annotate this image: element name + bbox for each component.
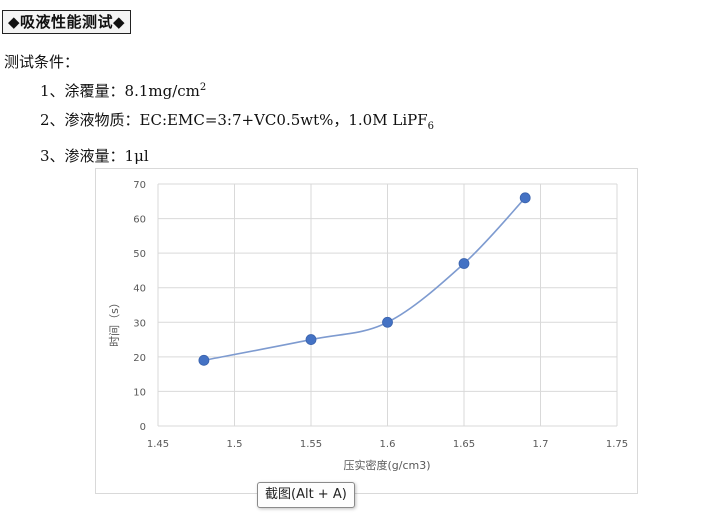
y-tick-label: 50 xyxy=(133,249,146,260)
condition-item-volume: 3、渗液量：1μl xyxy=(40,145,149,166)
line-chart: 0 10 20 30 40 50 60 70 1.45 1.5 1.55 1.6 1.65 1.7 1.75… xyxy=(108,180,628,472)
x-tick-label: 1.75 xyxy=(606,439,628,450)
x-tick-label: 1.5 xyxy=(227,439,243,450)
condition-coating-sup: 2 xyxy=(199,82,207,93)
data-point xyxy=(382,316,393,328)
screenshot-tooltip: 截图(Alt + A) xyxy=(257,482,355,508)
grid-layer xyxy=(157,183,618,427)
condition-electrolyte-label: 2、渗液物质： xyxy=(40,111,140,129)
chart-frame: 0 10 20 30 40 50 60 70 1.45 1.5 1.55 1.6 1.65 1.7 1.75… xyxy=(95,168,638,494)
conditions-title: 测试条件： xyxy=(4,53,80,71)
condition-volume-label: 3、渗液量： xyxy=(40,147,125,165)
data-point xyxy=(519,192,531,204)
x-axis-label: 压实密度(g/cm3) xyxy=(343,458,430,472)
condition-volume-value: 1μl xyxy=(124,147,149,165)
x-tick-label: 1.45 xyxy=(147,439,169,450)
series-layer xyxy=(198,192,531,366)
data-point xyxy=(198,354,210,366)
y-tick-label: 20 xyxy=(133,353,146,364)
condition-item-electrolyte: 2、渗液物质：EC:EMC=3:7+VC0.5wt%，1.0M LiPF6 xyxy=(40,109,434,132)
y-tick-label: 10 xyxy=(133,387,146,398)
y-axis-label: 时间（s） xyxy=(108,297,121,347)
data-point xyxy=(305,334,317,345)
y-tick-label: 60 xyxy=(133,215,146,226)
condition-coating-label: 1、涂覆量： xyxy=(40,82,125,100)
x-tick-label: 1.65 xyxy=(453,439,475,450)
x-tick-label: 1.6 xyxy=(380,439,396,450)
tick-layer: 0 10 20 30 40 50 60 70 1.45 1.5 1.55 1.6 1.65 1.7 1.75 xyxy=(133,180,628,450)
x-tick-label: 1.55 xyxy=(300,439,322,450)
y-tick-label: 30 xyxy=(133,318,146,329)
y-tick-label: 40 xyxy=(133,284,146,295)
y-tick-label: 70 xyxy=(133,180,146,191)
section-heading: ◆吸液性能测试◆ xyxy=(2,10,132,34)
condition-electrolyte-value: EC:EMC=3:7+VC0.5wt%，1.0M LiPF xyxy=(139,111,428,129)
condition-item-coating: 1、涂覆量：8.1mg/cm2 xyxy=(40,80,206,101)
condition-coating-value: 8.1mg/cm xyxy=(124,82,200,100)
condition-electrolyte-sub: 6 xyxy=(427,121,434,132)
x-tick-label: 1.7 xyxy=(533,439,549,450)
y-tick-label: 0 xyxy=(140,422,146,433)
series-line xyxy=(203,197,526,362)
data-point xyxy=(458,258,470,269)
